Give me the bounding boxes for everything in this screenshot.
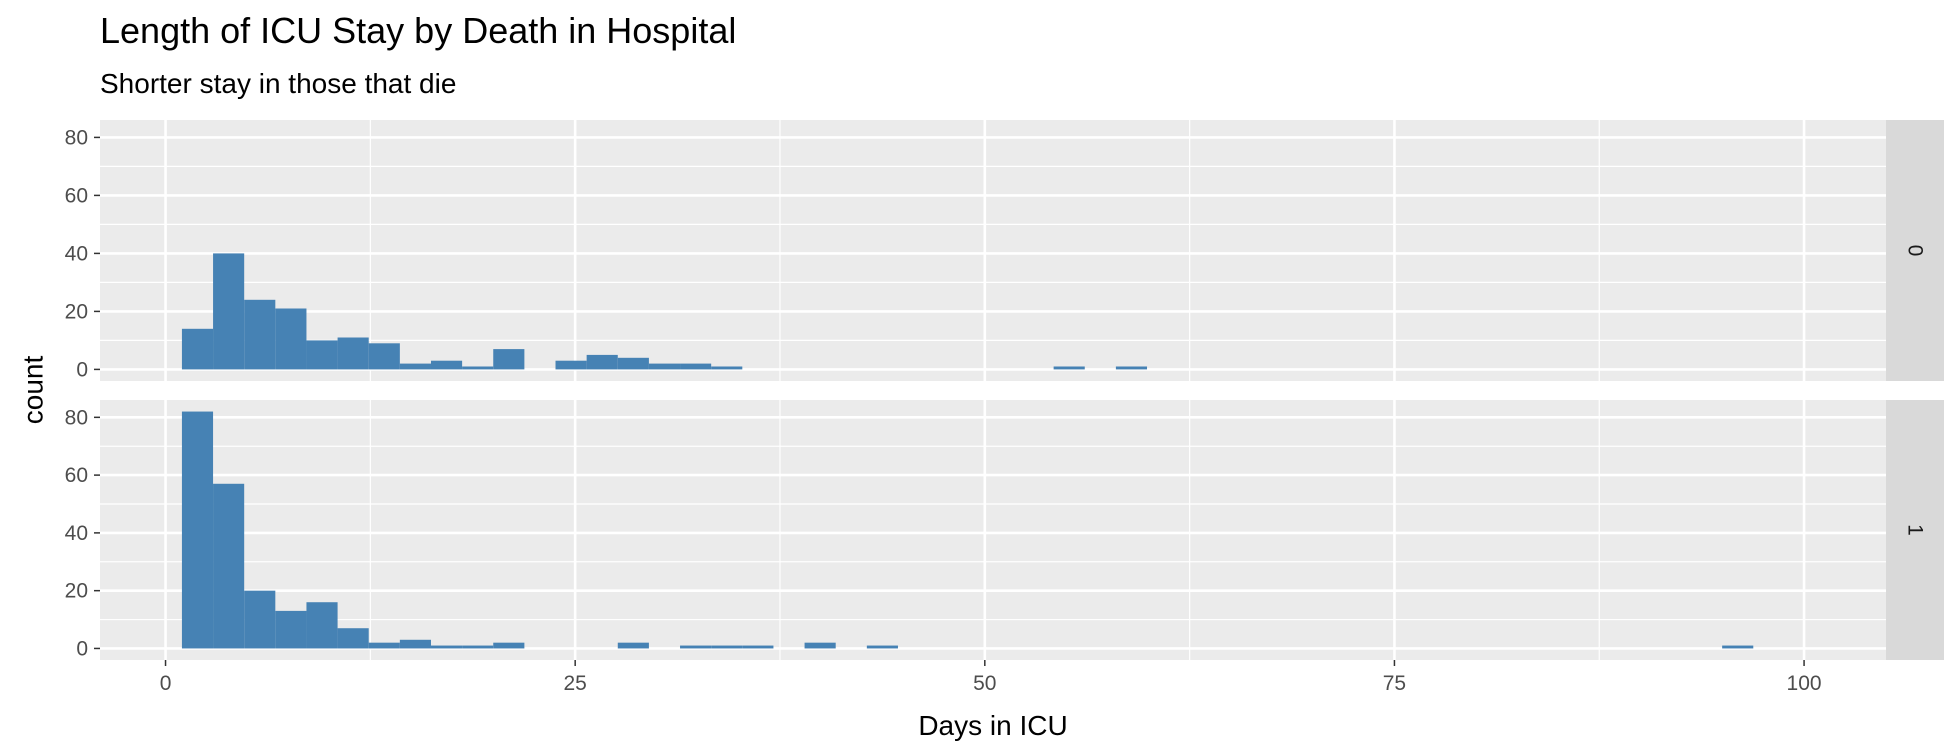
y-tick-label: 80 (65, 126, 88, 149)
histogram-bar (617, 642, 649, 649)
histogram-bar (1115, 366, 1148, 370)
histogram-bar (493, 349, 525, 370)
histogram-bar (493, 642, 525, 649)
facet-strip-0 (1886, 120, 1944, 381)
y-tick-label: 0 (76, 358, 88, 381)
histogram-bar (213, 483, 245, 649)
histogram-bar (368, 343, 400, 370)
chart-subtitle: Shorter stay in those that die (100, 68, 457, 99)
y-tick-label: 60 (65, 464, 88, 487)
histogram-bar (586, 354, 618, 370)
facet-label: 0 (1904, 245, 1927, 257)
y-tick-label: 20 (65, 300, 88, 323)
facet-strip-1 (1886, 400, 1944, 660)
facet-label: 1 (1904, 524, 1927, 536)
histogram-bar (306, 340, 338, 370)
histogram-bar (804, 642, 836, 649)
histogram-bar (275, 308, 307, 370)
histogram-bar (555, 360, 587, 370)
y-tick-label: 40 (65, 242, 88, 265)
histogram-bar (1722, 645, 1754, 649)
histogram-bar (337, 337, 369, 370)
histogram-bar (213, 253, 245, 370)
histogram-bar (680, 645, 712, 649)
histogram-bar (742, 645, 774, 649)
x-tick-label: 100 (1787, 672, 1822, 695)
histogram-bar (462, 645, 494, 649)
histogram-bar (680, 363, 712, 370)
histogram-bar (430, 645, 463, 649)
x-tick-label: 75 (1383, 672, 1406, 695)
histogram-bar (648, 363, 681, 370)
histogram-bar (866, 645, 898, 649)
histogram-bar (368, 642, 400, 649)
histogram-bar (711, 645, 743, 649)
panel-background-1 (100, 400, 1886, 660)
y-tick-label: 40 (65, 522, 88, 545)
histogram-bar (617, 357, 649, 370)
histogram-bar (181, 328, 214, 370)
y-tick-label: 60 (65, 184, 88, 207)
histogram-bar (181, 411, 214, 649)
y-tick-label: 80 (65, 406, 88, 429)
x-axis-title: Days in ICU (918, 710, 1067, 741)
y-tick-label: 20 (65, 580, 88, 603)
x-tick-label: 50 (973, 672, 996, 695)
x-tick-label: 0 (160, 672, 172, 695)
histogram-bar (1053, 366, 1085, 370)
panel-background-0 (100, 120, 1886, 381)
chart-title: Length of ICU Stay by Death in Hospital (100, 10, 737, 51)
y-axis-title: count (18, 356, 49, 425)
histogram-bar (430, 360, 463, 370)
x-tick-label: 25 (563, 672, 586, 695)
histogram-bar (337, 628, 369, 649)
histogram-bar (399, 363, 431, 370)
histogram-bar (306, 602, 338, 649)
histogram-bar (244, 590, 276, 649)
histogram-bar (462, 366, 494, 370)
y-tick-label: 0 (76, 637, 88, 660)
histogram-bar (275, 610, 307, 649)
histogram-bar (711, 366, 743, 370)
histogram-bar (244, 299, 276, 370)
histogram-bar (399, 639, 431, 649)
